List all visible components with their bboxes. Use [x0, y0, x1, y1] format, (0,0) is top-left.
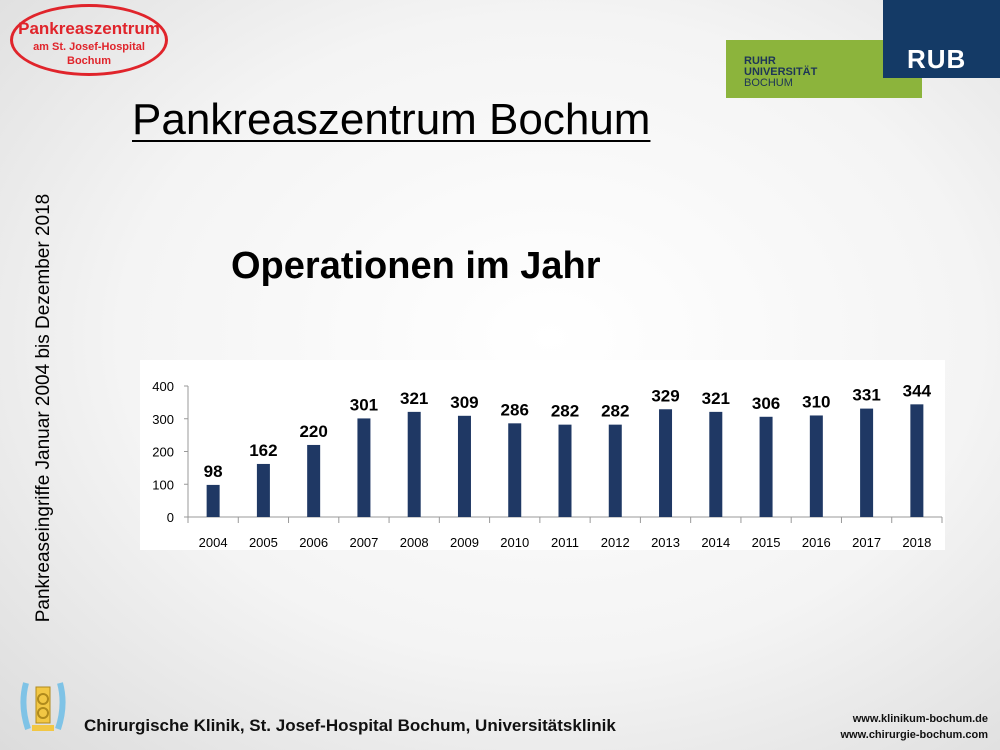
- data-label-2018: 344: [903, 381, 932, 400]
- rub-logo-text: RUB: [907, 44, 967, 74]
- data-label-2007: 301: [350, 395, 378, 414]
- x-tick-label-2008: 2008: [400, 535, 429, 550]
- bar-2007: [357, 418, 371, 517]
- rub-line-2: UNIVERSITÄT: [744, 66, 818, 78]
- bar-2004: [206, 484, 220, 517]
- x-tick-label-2015: 2015: [752, 535, 781, 550]
- rub-logo: RUB: [883, 0, 1000, 78]
- x-tick-label-2009: 2009: [450, 535, 479, 550]
- data-label-2013: 329: [651, 386, 679, 405]
- bar-chart: 0 100 200 300 400 98 2004 162 2005 220 2006 301 2007…: [152, 379, 943, 550]
- data-label-2004: 98: [204, 462, 223, 481]
- x-tick-label-2012: 2012: [601, 535, 630, 550]
- y-tick-label: 300: [152, 412, 174, 427]
- website-link-2[interactable]: www.chirurgie-bochum.com: [840, 729, 989, 741]
- chart-area: 0 100 200 300 400 98 2004 162 2005 220 2006 301 2007…: [140, 360, 945, 550]
- bar-2014: [709, 411, 723, 517]
- bar-2018: [910, 404, 924, 517]
- pankreaszentrum-logo: Pankreaszentrum am St. Josef-Hospital Bo…: [10, 4, 168, 76]
- rub-line-1: RUHR: [744, 55, 776, 67]
- logo-city-text: Bochum: [67, 55, 111, 67]
- x-tick-label-2017: 2017: [852, 535, 881, 550]
- x-tick-label-2004: 2004: [199, 535, 228, 550]
- bar-2005: [256, 463, 270, 517]
- bar-2015: [759, 416, 773, 517]
- y-tick-label: 200: [152, 445, 174, 460]
- x-tick-label-2016: 2016: [802, 535, 831, 550]
- data-label-2005: 162: [249, 441, 277, 460]
- x-tick-label-2006: 2006: [299, 535, 328, 550]
- data-label-2014: 321: [702, 389, 730, 408]
- data-label-2016: 310: [802, 392, 830, 411]
- data-label-2006: 220: [299, 422, 327, 441]
- logo-sub-text: am St. Josef-Hospital: [33, 41, 145, 53]
- website-link-1[interactable]: www.klinikum-bochum.de: [852, 713, 988, 725]
- clinic-footer-text: Chirurgische Klinik, St. Josef-Hospital …: [84, 716, 616, 735]
- side-label: Pankreaseingriffe Januar 2004 bis Dezemb…: [33, 193, 54, 623]
- x-tick-label-2005: 2005: [249, 535, 278, 550]
- y-tick-label: 0: [167, 510, 174, 525]
- bar-2009: [457, 415, 471, 517]
- x-tick-label-2018: 2018: [902, 535, 931, 550]
- clinic-emblem-icon: [18, 677, 68, 735]
- data-label-2009: 309: [450, 393, 478, 412]
- x-tick-label-2014: 2014: [701, 535, 730, 550]
- bar-2012: [608, 424, 622, 517]
- data-label-2008: 321: [400, 389, 428, 408]
- bar-2011: [558, 424, 572, 517]
- x-tick-label-2013: 2013: [651, 535, 680, 550]
- slide-title: Pankreaszentrum Bochum: [132, 95, 651, 144]
- y-tick-label: 400: [152, 379, 174, 394]
- bar-2013: [659, 409, 673, 517]
- x-tick-label-2011: 2011: [551, 535, 579, 550]
- bar-2017: [860, 408, 874, 517]
- data-label-2010: 286: [501, 400, 529, 419]
- bar-2008: [407, 411, 421, 517]
- data-label-2015: 306: [752, 394, 780, 413]
- bar-2016: [809, 415, 823, 517]
- x-tick-label-2007: 2007: [349, 535, 378, 550]
- x-tick-label-2010: 2010: [500, 535, 529, 550]
- rub-line-3: BOCHUM: [744, 77, 793, 89]
- data-label-2011: 282: [551, 402, 579, 421]
- chart-title: Operationen im Jahr: [231, 245, 601, 287]
- y-tick-label: 100: [152, 477, 174, 492]
- bar-2006: [307, 444, 321, 517]
- bar-2010: [508, 423, 522, 517]
- data-label-2017: 331: [852, 386, 880, 405]
- data-label-2012: 282: [601, 402, 629, 421]
- logo-main-text: Pankreaszentrum: [18, 19, 160, 38]
